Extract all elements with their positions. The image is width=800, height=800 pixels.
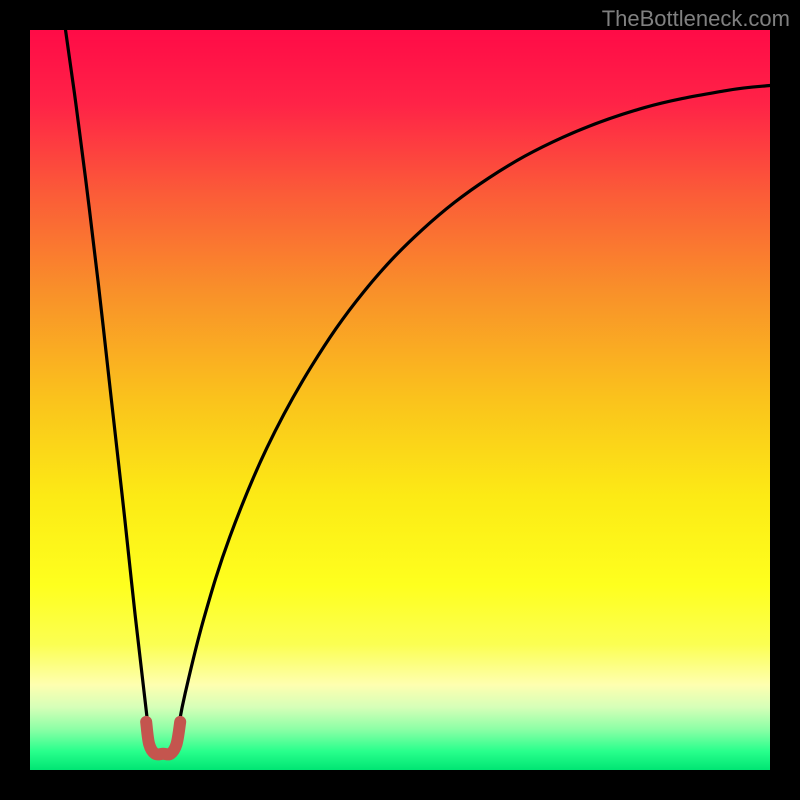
watermark-text: TheBottleneck.com [602, 6, 790, 32]
plot-area [30, 30, 770, 770]
outer-frame: TheBottleneck.com [0, 0, 800, 800]
